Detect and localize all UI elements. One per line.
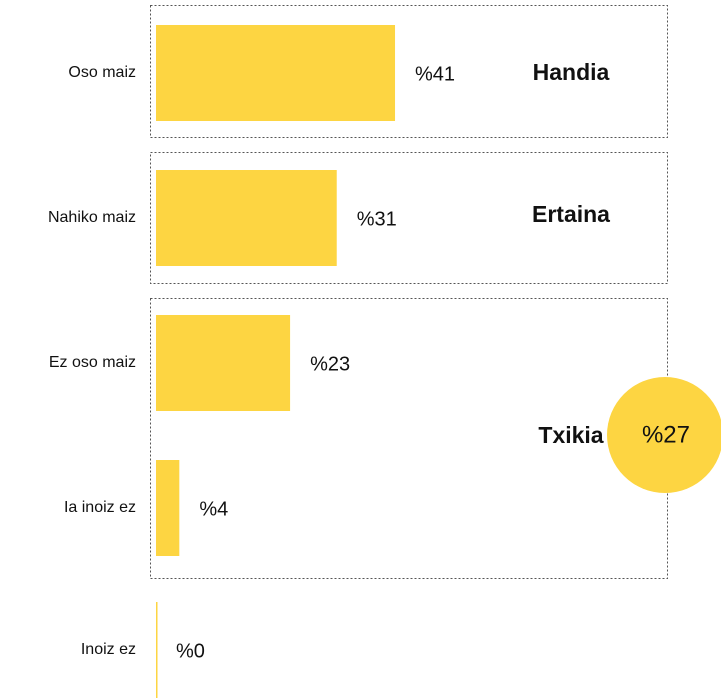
category-label: Oso maiz (68, 64, 136, 81)
group-label: Txikia (538, 422, 603, 448)
value-label: %0 (176, 640, 205, 662)
highlight-circle (607, 377, 721, 493)
group-label: Ertaina (532, 201, 610, 227)
bar (156, 460, 180, 556)
highlight-label: %27 (642, 421, 690, 448)
bar (156, 602, 158, 698)
bar (156, 315, 291, 411)
category-label: Inoiz ez (81, 641, 136, 658)
category-label: Nahiko maiz (48, 209, 136, 226)
value-label: %31 (357, 208, 397, 230)
value-label: %23 (310, 353, 350, 375)
category-label: Ez oso maiz (49, 354, 136, 371)
bar (156, 170, 337, 266)
group-box (150, 5, 668, 138)
value-label: %41 (415, 63, 455, 85)
value-label: %4 (199, 498, 228, 520)
group-label: Handia (533, 59, 610, 85)
category-label: Ia inoiz ez (64, 499, 136, 516)
bar (156, 25, 396, 121)
